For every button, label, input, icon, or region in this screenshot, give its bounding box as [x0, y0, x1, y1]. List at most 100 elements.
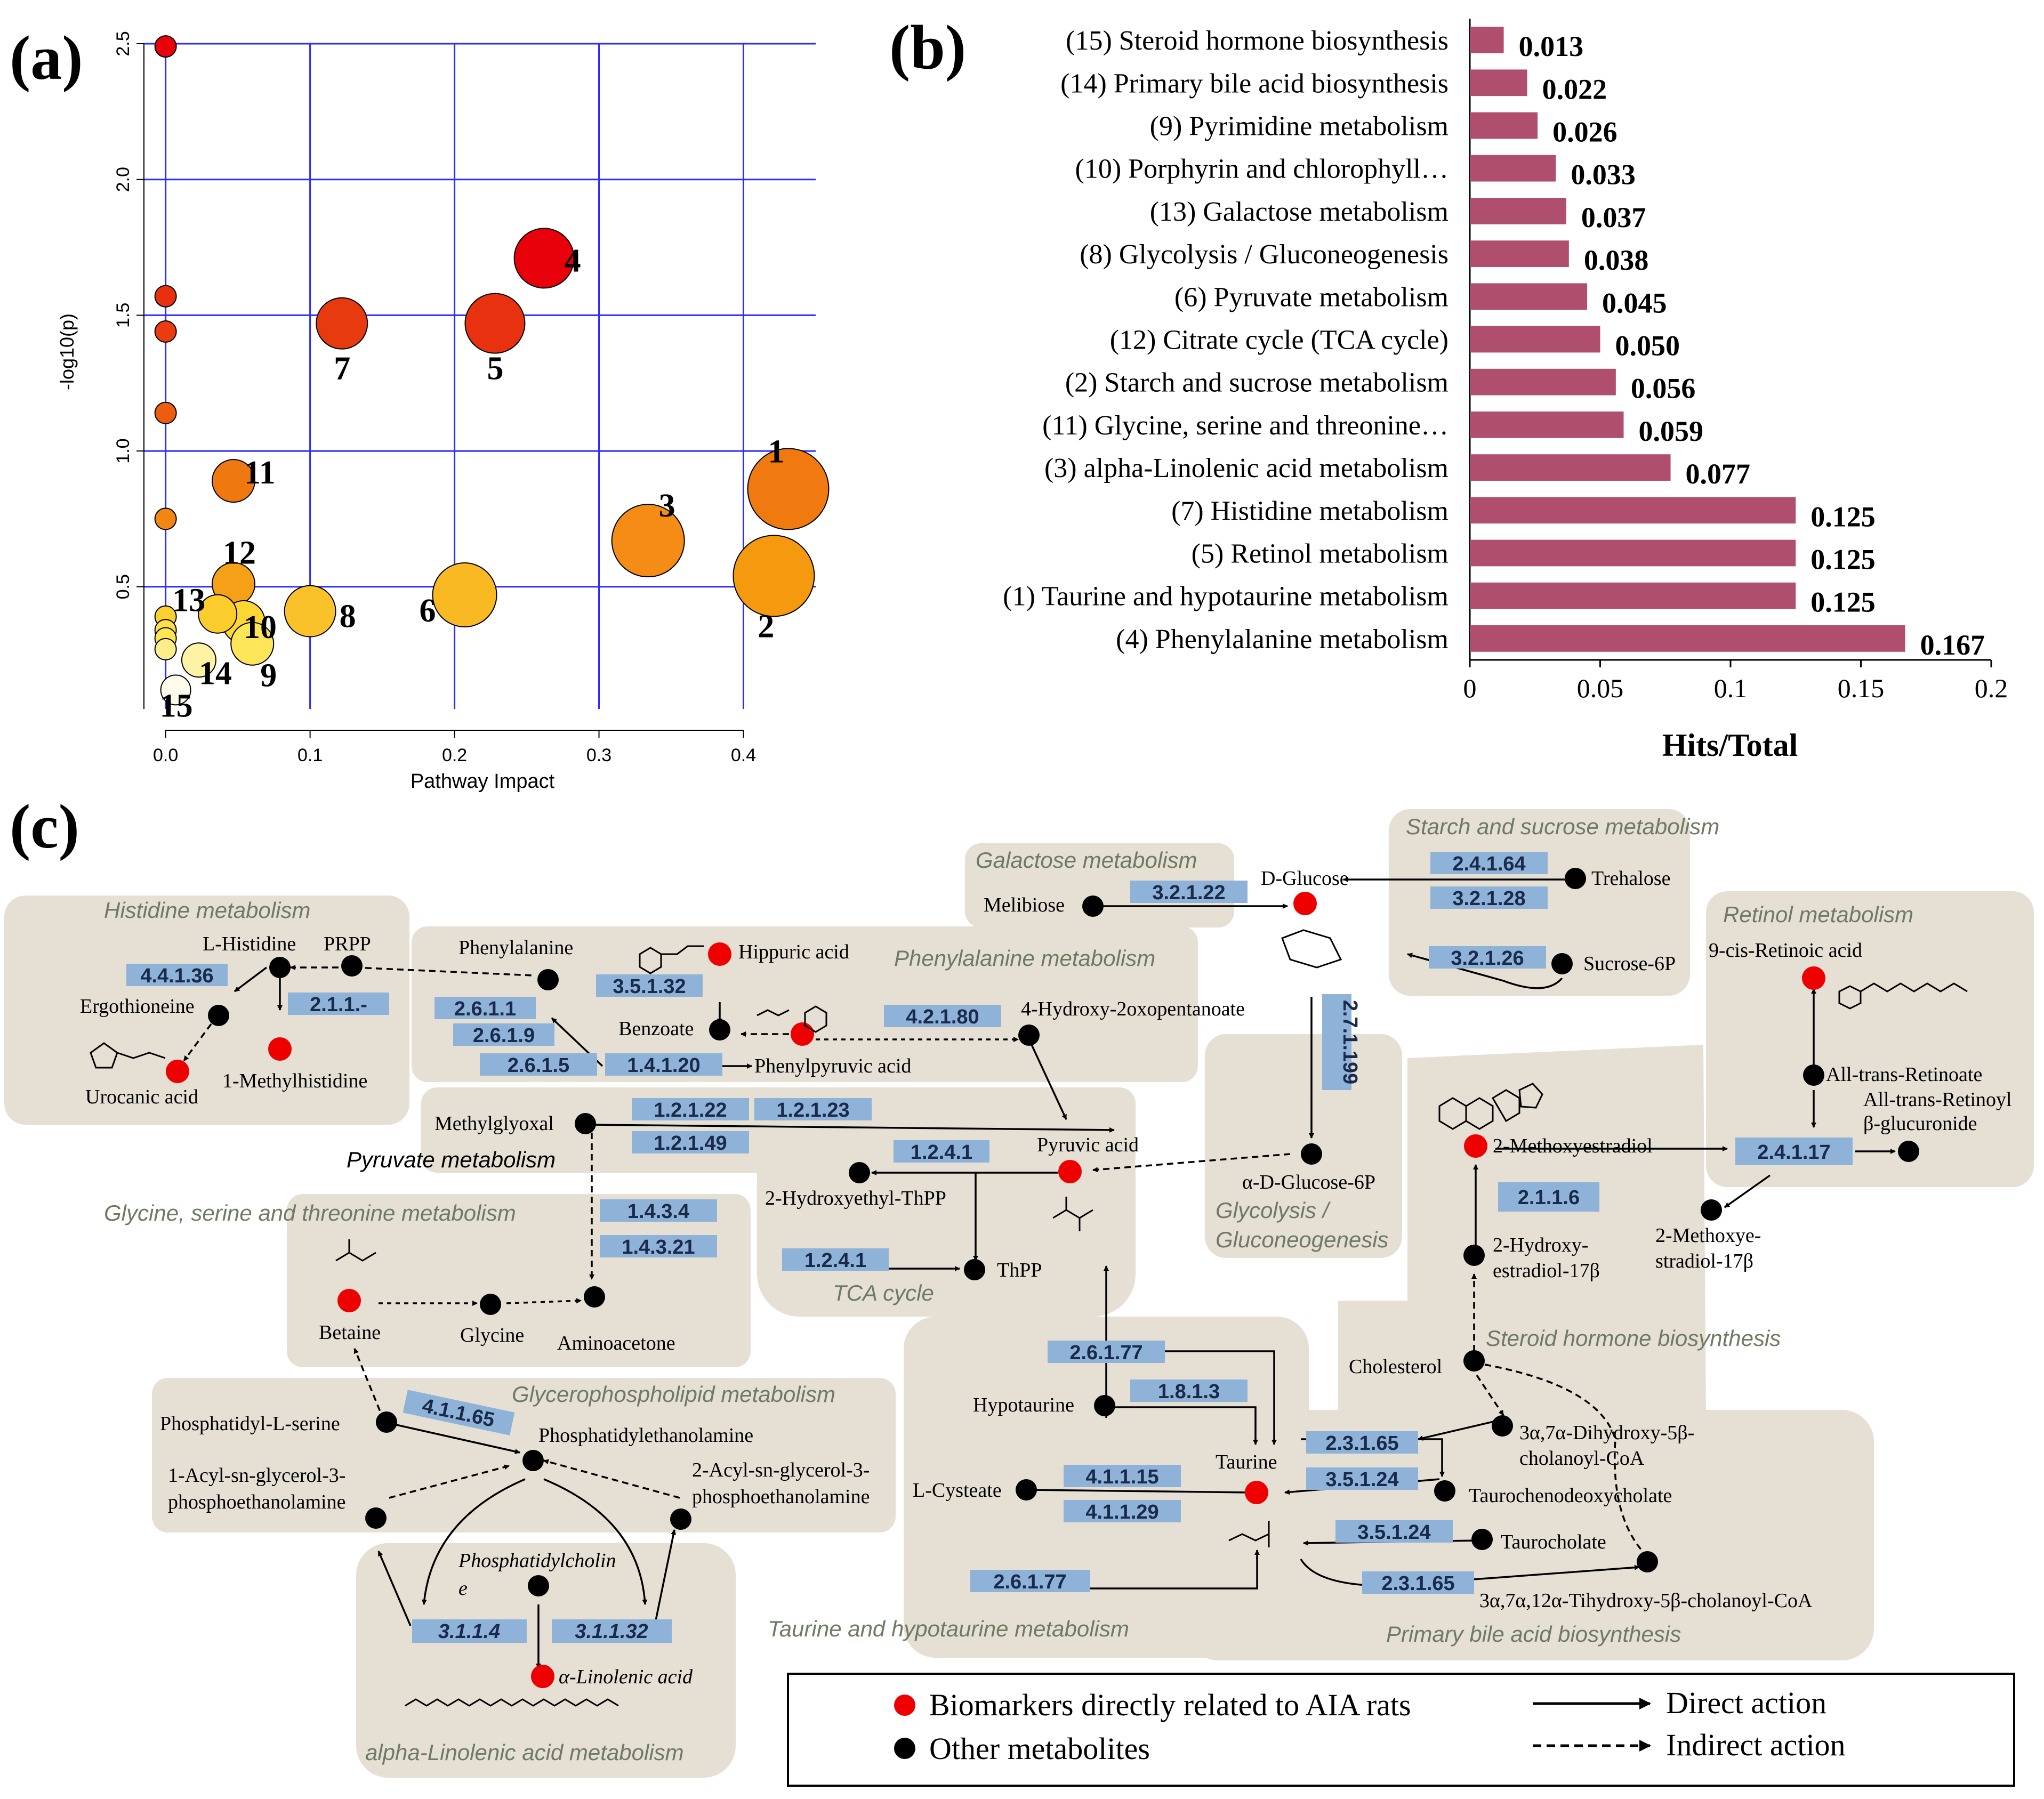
scatter-point [154, 320, 177, 343]
bar-x-tick-label: 0 [1463, 673, 1477, 703]
svg-text:1.8.1.3: 1.8.1.3 [1158, 1381, 1220, 1403]
scatter-point-label-4: 4 [565, 243, 581, 279]
name-hypotaurine: Hypotaurine [973, 1394, 1074, 1416]
dot-phenylpyruvic [791, 1022, 814, 1046]
scatter-y-tick-label: 2.0 [113, 167, 133, 192]
bg-retinol [1706, 891, 2034, 1187]
scatter-point-8 [284, 585, 336, 638]
bar-7 [1470, 283, 1588, 310]
bar-x-tick-label: 0.05 [1577, 673, 1624, 703]
bar-value-label: 0.045 [1602, 287, 1667, 319]
dot-phosphatidylserine [376, 1411, 397, 1433]
dot-methoxyestradiol [1464, 1134, 1487, 1158]
scatter-y-tick-label: 1.5 [113, 303, 133, 328]
scatter-point-11 [212, 459, 255, 503]
svg-text:2.4.1.64: 2.4.1.64 [1452, 853, 1525, 875]
dot-all-trans-retinoate [1803, 1064, 1824, 1086]
name-hydroxyestradiol-1: 2-Hydroxy- [1493, 1234, 1588, 1256]
scatter-y-axis-label: -log10(p) [56, 313, 78, 390]
svg-text:1.2.4.1: 1.2.4.1 [804, 1249, 866, 1272]
svg-text:2.6.1.5: 2.6.1.5 [508, 1054, 569, 1077]
bar-category-label: (5) Retinol metabolism [1192, 539, 1448, 569]
name-all-trans-retinoate: All-trans-Retinoate [1826, 1063, 1982, 1086]
enzyme-1-2-4-1-a: 1.2.4.1 [894, 1140, 989, 1164]
scatter-point-label-7: 7 [334, 351, 350, 387]
svg-text:4.1.1.29: 4.1.1.29 [1085, 1501, 1158, 1523]
bar-chart: 0 0.05 0.1 0.15 0.2 (15) Steroid hormone bios… [1003, 19, 2008, 703]
glucose-ring-icon [1281, 929, 1342, 969]
name-acyl1-a: 1-Acyl-sn-glycerol-3- [168, 1464, 345, 1487]
dot-prpp [341, 955, 363, 977]
label-galactose: Galactose metabolism [976, 848, 1197, 873]
bar-1 [1470, 27, 1504, 53]
scatter-x-tick-label: 0.1 [297, 745, 323, 765]
enzyme-3-5-1-32: 3.5.1.32 [596, 974, 703, 998]
name-methoxyestradiol17-2: stradiol-17β [1655, 1250, 1753, 1272]
dot-pyruvic [1058, 1160, 1082, 1183]
svg-text:3.5.1.24: 3.5.1.24 [1357, 1521, 1430, 1544]
dot-l-histidine [269, 957, 291, 978]
scatter-point-label-5: 5 [487, 351, 503, 387]
name-thpp: ThPP [997, 1259, 1042, 1281]
svg-text:2.7.1.199: 2.7.1.199 [1339, 1000, 1361, 1084]
pyruvate-icon [1052, 1197, 1093, 1231]
scatter-point-label-11: 11 [244, 455, 276, 491]
steroid-icon [1438, 1083, 1543, 1130]
bar-13 [1470, 539, 1796, 567]
name-hydroxyestradiol-2: estradiol-17β [1493, 1260, 1600, 1282]
svg-text:1.4.3.21: 1.4.3.21 [622, 1236, 695, 1259]
dot-taurocholate [1471, 1529, 1493, 1550]
svg-text:3.1.1.32: 3.1.1.32 [575, 1620, 648, 1643]
label-steroid: Steroid hormone biosynthesis [1486, 1326, 1781, 1351]
enzyme-2-6-1-77-b: 2.6.1.77 [970, 1570, 1090, 1593]
scatter-x-axis-label: Pathway Impact [411, 770, 555, 793]
bar-category-label: (14) Primary bile acid biosynthesis [1060, 68, 1448, 99]
bar-category-label: (2) Starch and sucrose metabolism [1065, 368, 1448, 398]
enzyme-4-4-1-36: 4.4.1.36 [126, 964, 228, 987]
dot-urocanic [166, 1060, 189, 1083]
name-cholesterol: Cholesterol [1349, 1356, 1442, 1378]
enzyme-1-8-1-3: 1.8.1.3 [1130, 1379, 1248, 1403]
scatter-y-tick-label: 0.5 [113, 574, 133, 599]
bar-category-label: (13) Galactose metabolism [1150, 197, 1448, 227]
svg-text:3.2.1.26: 3.2.1.26 [1451, 947, 1524, 970]
svg-text:2.6.1.9: 2.6.1.9 [473, 1024, 535, 1047]
name-phosphatidylserine: Phosphatidyl-L-serine [160, 1413, 340, 1435]
bar-value-label: 0.077 [1686, 458, 1751, 490]
enzyme-1-2-1-23: 1.2.1.23 [754, 1098, 872, 1122]
label-tca: TCA cycle [833, 1280, 934, 1305]
scatter-point [154, 35, 177, 58]
scatter-point-label-14: 14 [199, 655, 232, 691]
name-melibiose: Melibiose [984, 894, 1065, 916]
scatter-point [154, 638, 177, 660]
dot-taurine [1245, 1481, 1268, 1504]
name-glucuronide-2: β-glucuronide [1863, 1112, 1977, 1135]
name-acyl1-b: phosphoethanolamine [168, 1491, 345, 1513]
dot-aminoacetone [584, 1286, 605, 1308]
dot-benzoate [709, 1019, 730, 1040]
name-benzoate: Benzoate [618, 1018, 694, 1040]
enzyme-2-4-1-17: 2.4.1.17 [1735, 1138, 1853, 1165]
name-pyruvic: Pyruvic acid [1037, 1134, 1139, 1156]
svg-text:3.2.1.28: 3.2.1.28 [1452, 888, 1525, 910]
linolenic-chain-icon [405, 1698, 619, 1707]
bar-15 [1470, 625, 1905, 652]
enzyme-4-2-1-80: 4.2.1.80 [884, 1005, 1001, 1028]
dot-melibiose [1082, 896, 1104, 917]
name-hydroxy-oxopentanoate: 4-Hydroxy-2oxopentanoate [1021, 998, 1245, 1020]
label-phenylalanine: Phenylalanine metabolism [894, 946, 1155, 971]
dot-trehalose [1565, 868, 1586, 889]
svg-text:1.4.1.20: 1.4.1.20 [627, 1054, 700, 1077]
bar-9 [1470, 368, 1616, 396]
name-dihydroxy-b: cholanoyl-CoA [1519, 1447, 1645, 1470]
bar-category-label: (7) Histidine metabolism [1171, 496, 1448, 526]
name-acyl2-b: phosphoethanolamine [692, 1486, 870, 1508]
label-glycolysis-2: Gluconeogenesis [1216, 1227, 1389, 1252]
bar-3 [1470, 112, 1538, 139]
bar-x-tick-label: 0.1 [1714, 673, 1748, 703]
dot-glucose6p [1301, 1143, 1322, 1165]
svg-text:4.4.1.36: 4.4.1.36 [140, 965, 213, 987]
bar-11 [1470, 454, 1671, 481]
bar-value-label: 0.050 [1615, 330, 1680, 362]
bar-category-label: (3) alpha-Linolenic acid metabolism [1044, 453, 1448, 483]
